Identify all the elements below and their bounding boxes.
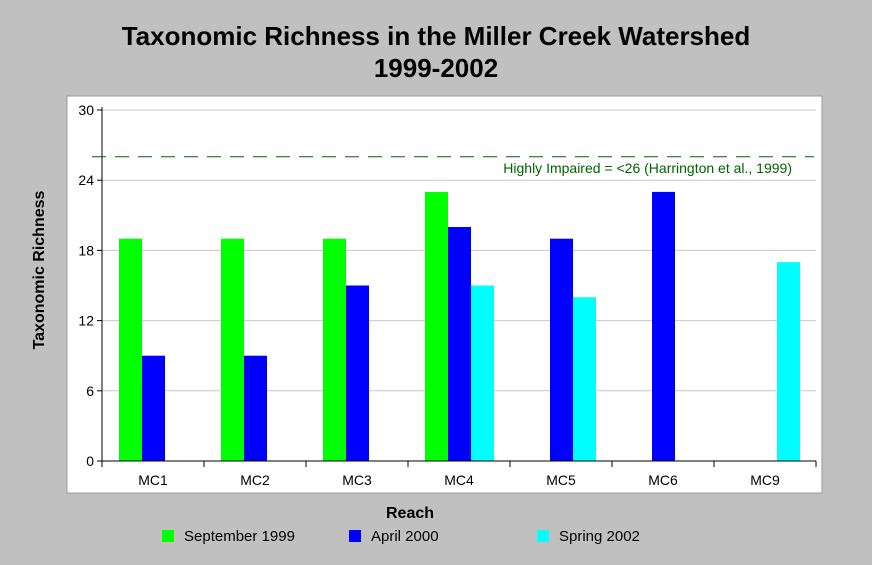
- axes: 0 6 12 18 24 30 MC1 MC2 MC3 MC4 MC5 MC6 MC9: [78, 102, 817, 488]
- legend-swatch: [162, 530, 174, 542]
- x-axis-label: Reach: [385, 505, 435, 522]
- legend-label: Spring 2002: [559, 527, 640, 545]
- legend-swatch: [349, 530, 361, 542]
- legend-item-september-1999: September 1999: [162, 527, 295, 545]
- y-tick-label: 18: [78, 242, 94, 258]
- bar-mc5-series-1: [550, 238, 573, 461]
- x-tick-label: MC3: [342, 472, 372, 488]
- bars: [119, 191, 800, 461]
- bar-mc6-series-1: [652, 191, 675, 461]
- bar-mc1-series-1: [142, 355, 165, 461]
- legend-label: April 2000: [371, 527, 439, 545]
- x-tick-label: MC9: [750, 472, 780, 488]
- bar-mc3-series-0: [323, 238, 346, 461]
- legend-item-april-2000: April 2000: [349, 527, 439, 545]
- reference-line-label: Highly Impaired = <26 (Harrington et al.…: [503, 160, 792, 176]
- reference-line-group: Highly Impaired = <26 (Harrington et al.…: [92, 156, 814, 176]
- x-tick-label: MC1: [138, 472, 168, 488]
- bar-mc3-series-1: [346, 285, 369, 461]
- x-tick-label: MC4: [444, 472, 474, 488]
- legend-swatch: [537, 530, 549, 542]
- x-tick-label: MC2: [240, 472, 270, 488]
- x-tick-label: MC5: [546, 472, 576, 488]
- bar-mc2-series-0: [221, 238, 244, 461]
- legend-label: September 1999: [184, 527, 295, 545]
- y-tick-label: 12: [78, 313, 94, 329]
- bar-mc2-series-1: [244, 355, 267, 461]
- bar-mc5-series-2: [573, 297, 596, 461]
- y-tick-label: 6: [86, 383, 94, 399]
- y-axis-label: Taxonomic Richness: [31, 190, 48, 350]
- x-tick-label: MC6: [648, 472, 678, 488]
- y-tick-label: 0: [86, 453, 94, 469]
- bar-mc9-series-2: [777, 262, 800, 461]
- chart-subtitle: 1999-2002: [373, 53, 499, 83]
- chart-title-main: Taxonomic Richness in the Miller Creek W…: [121, 21, 751, 51]
- bar-mc4-series-1: [448, 227, 471, 461]
- chart-title: Taxonomic Richness in the Miller Creek W…: [0, 20, 872, 84]
- bar-mc1-series-0: [119, 238, 142, 461]
- legend-item-spring-2002: Spring 2002: [537, 527, 640, 545]
- bar-mc4-series-2: [471, 285, 494, 461]
- y-tick-label: 24: [78, 172, 94, 188]
- y-tick-label: 30: [78, 102, 94, 118]
- bar-mc4-series-0: [425, 191, 448, 461]
